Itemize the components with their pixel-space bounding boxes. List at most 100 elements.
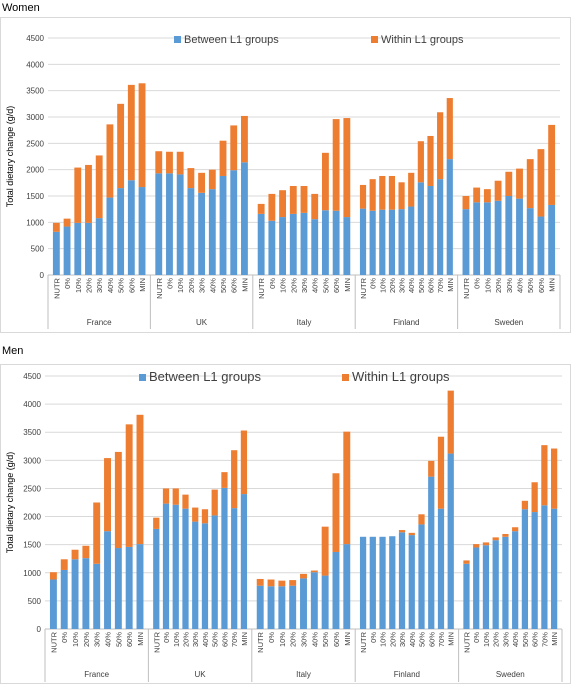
bar-within xyxy=(208,169,216,190)
y-tick-label: 500 xyxy=(31,245,45,254)
x-tick-label: 10% xyxy=(379,632,388,647)
x-tick-label: MIN xyxy=(240,278,249,292)
bar-within xyxy=(267,579,275,587)
x-tick-label: 60% xyxy=(127,278,136,293)
bar-between xyxy=(155,173,163,275)
x-tick-label: 30% xyxy=(95,278,104,293)
x-tick-label: 40% xyxy=(408,632,417,647)
bar-between xyxy=(427,185,434,275)
bar-within xyxy=(289,185,297,214)
x-tick-label: 70% xyxy=(230,632,239,647)
x-tick-label: 40% xyxy=(407,278,416,293)
bar-within xyxy=(279,190,287,218)
bar-within xyxy=(104,458,111,532)
bar-between xyxy=(541,505,548,629)
x-tick-label: 0% xyxy=(369,632,378,643)
bar-within xyxy=(138,83,146,188)
bar-between xyxy=(106,197,114,275)
bar-within xyxy=(537,149,545,217)
bar-between xyxy=(300,578,307,629)
bar-within xyxy=(437,436,445,509)
x-tick-label: 0% xyxy=(472,632,481,643)
x-tick-label: 70% xyxy=(437,632,446,647)
x-tick-label: 0% xyxy=(473,278,482,289)
bar-between xyxy=(279,217,287,275)
bar-within xyxy=(541,445,548,506)
bar-between xyxy=(492,540,499,629)
bar-between xyxy=(389,536,396,629)
bar-within xyxy=(125,424,133,547)
bar-within xyxy=(136,414,144,545)
bar-within xyxy=(379,175,386,210)
x-tick-label: MIN xyxy=(240,632,249,646)
bar-between xyxy=(398,532,406,629)
bar-within xyxy=(388,175,396,210)
bar-within xyxy=(82,545,90,559)
bar-between xyxy=(332,210,340,275)
x-tick-label: 60% xyxy=(537,278,546,293)
bar-within xyxy=(463,560,470,564)
bar-between xyxy=(521,509,529,629)
bar-between xyxy=(211,515,218,629)
women-section-title: Women xyxy=(2,2,40,14)
bar-within xyxy=(321,526,329,576)
bar-between xyxy=(300,212,308,275)
x-tick-label: 10% xyxy=(378,278,387,293)
x-tick-label: 10% xyxy=(278,632,287,647)
group-label: Sweden xyxy=(494,318,523,327)
y-tick-label: 500 xyxy=(28,597,42,606)
y-tick-label: 2000 xyxy=(23,513,41,522)
bar-between xyxy=(512,531,519,629)
x-tick-label: 60% xyxy=(230,278,239,293)
bar-within xyxy=(359,184,367,209)
y-tick-label: 3000 xyxy=(26,113,44,122)
y-tick-label: 4500 xyxy=(26,34,44,43)
y-tick-label: 1500 xyxy=(23,541,41,550)
y-axis-label: Total dietary change (g/d) xyxy=(5,452,15,554)
group-label: UK xyxy=(196,318,208,327)
bar-between xyxy=(289,585,297,629)
x-tick-label: 40% xyxy=(511,632,520,647)
bar-within xyxy=(198,172,206,193)
bar-between xyxy=(359,536,367,629)
bar-within xyxy=(369,179,376,211)
bar-within xyxy=(408,172,415,207)
bar-between xyxy=(379,209,386,275)
bar-within xyxy=(63,218,71,227)
group-label: Italy xyxy=(297,318,312,327)
bar-within xyxy=(447,390,454,454)
group-label: Finland xyxy=(394,670,420,679)
y-tick-label: 1500 xyxy=(26,192,44,201)
bar-within xyxy=(446,98,453,160)
x-tick-label: MIN xyxy=(343,632,352,646)
bar-within xyxy=(343,431,351,545)
bar-within xyxy=(182,494,189,509)
bar-between xyxy=(446,159,453,275)
bar-within xyxy=(332,119,340,211)
bar-within xyxy=(93,502,101,564)
x-tick-label: 30% xyxy=(198,278,207,293)
x-tick-label: MIN xyxy=(446,278,455,292)
bar-between xyxy=(267,586,275,629)
bar-between xyxy=(114,548,122,629)
x-tick-label: MIN xyxy=(447,632,456,646)
bar-between xyxy=(388,209,396,275)
bar-between xyxy=(526,208,534,275)
bar-between xyxy=(74,222,82,275)
x-tick-label: NUTR xyxy=(359,631,368,652)
bar-between xyxy=(359,208,367,275)
x-tick-label: 50% xyxy=(117,278,126,293)
bar-between xyxy=(482,545,490,629)
bar-between xyxy=(162,503,170,629)
bar-between xyxy=(230,170,238,275)
bar-within xyxy=(437,112,444,180)
bar-between xyxy=(408,206,415,275)
x-tick-label: NUTR xyxy=(462,631,471,652)
group-label: France xyxy=(87,318,112,327)
group-label: UK xyxy=(195,670,207,679)
x-tick-label: 20% xyxy=(289,632,298,647)
bar-within xyxy=(162,488,170,504)
bar-between xyxy=(278,586,286,629)
bar-within xyxy=(300,185,308,213)
bar-within xyxy=(512,527,519,532)
